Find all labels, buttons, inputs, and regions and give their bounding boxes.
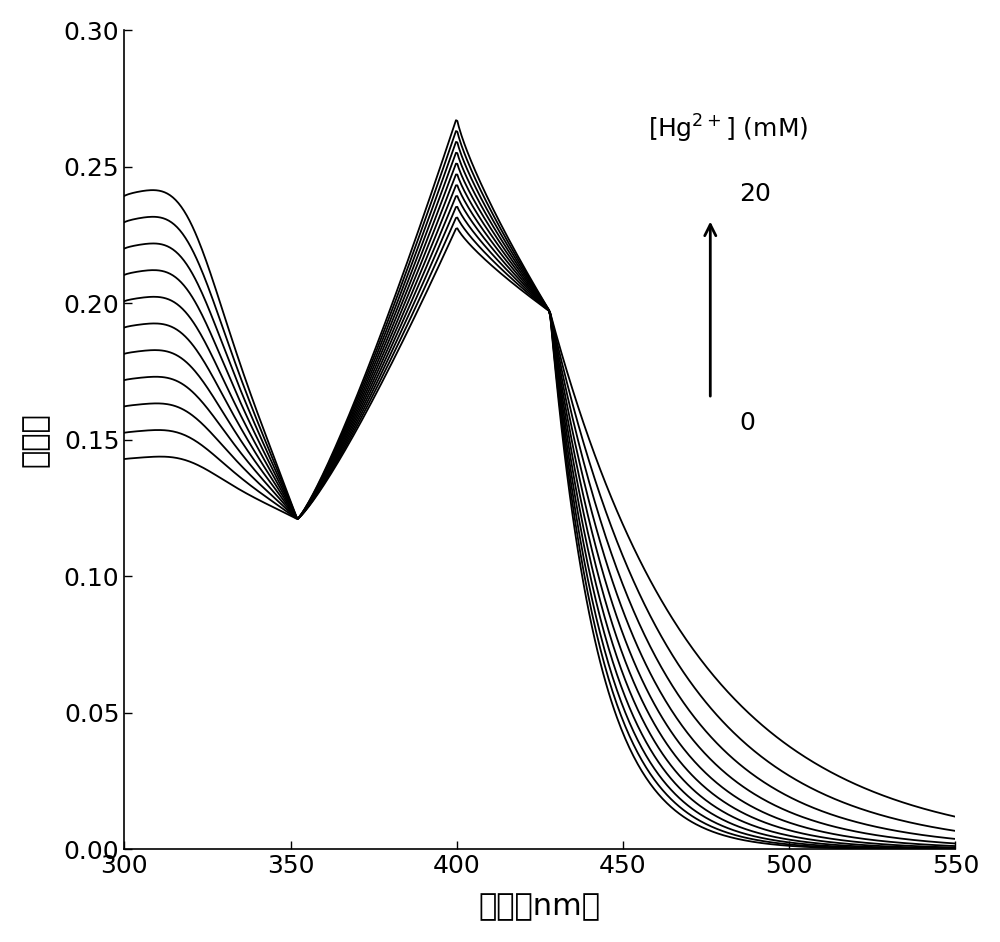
Text: 0: 0 <box>739 412 755 435</box>
Text: 20: 20 <box>739 182 771 206</box>
Y-axis label: 吸光度: 吸光度 <box>21 413 50 467</box>
X-axis label: 波长（nm）: 波长（nm） <box>479 892 601 921</box>
Text: [Hg$^{2+}$] (mM): [Hg$^{2+}$] (mM) <box>648 112 808 145</box>
